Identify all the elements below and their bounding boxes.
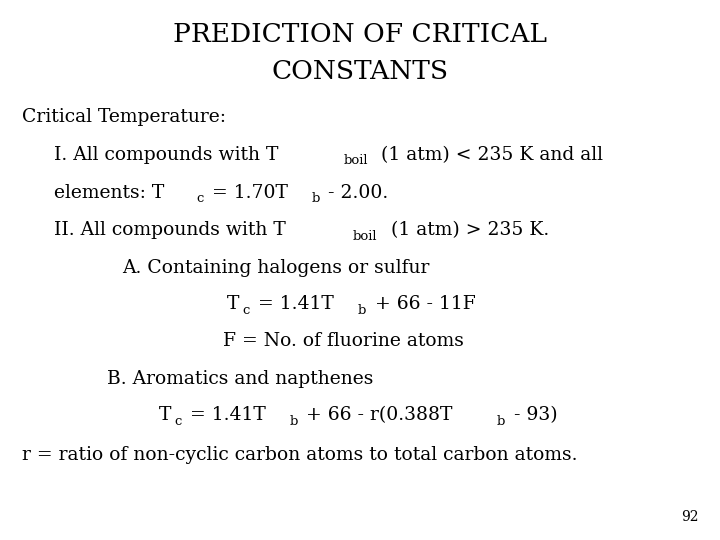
Text: F = No. of fluorine atoms: F = No. of fluorine atoms <box>223 332 464 350</box>
Text: c: c <box>174 415 181 428</box>
Text: T: T <box>158 406 171 424</box>
Text: b: b <box>289 415 298 428</box>
Text: (1 atm) < 235 K and all: (1 atm) < 235 K and all <box>375 146 603 164</box>
Text: - 2.00.: - 2.00. <box>323 184 389 201</box>
Text: CONSTANTS: CONSTANTS <box>271 59 449 84</box>
Text: = 1.41T: = 1.41T <box>184 406 266 424</box>
Text: I. All compounds with T: I. All compounds with T <box>54 146 279 164</box>
Text: boil: boil <box>343 154 368 167</box>
Text: boil: boil <box>353 230 377 243</box>
Text: r = ratio of non-cyclic carbon atoms to total carbon atoms.: r = ratio of non-cyclic carbon atoms to … <box>22 446 577 463</box>
Text: T: T <box>227 295 239 313</box>
Text: b: b <box>497 415 505 428</box>
Text: = 1.41T: = 1.41T <box>252 295 334 313</box>
Text: c: c <box>243 304 250 317</box>
Text: A. Containing halogens or sulfur: A. Containing halogens or sulfur <box>122 259 430 277</box>
Text: b: b <box>358 304 366 317</box>
Text: elements: T: elements: T <box>54 184 164 201</box>
Text: 92: 92 <box>681 510 698 524</box>
Text: - 93): - 93) <box>508 406 557 424</box>
Text: + 66 - r(0.388T: + 66 - r(0.388T <box>300 406 453 424</box>
Text: b: b <box>312 192 320 205</box>
Text: B. Aromatics and napthenes: B. Aromatics and napthenes <box>107 370 373 388</box>
Text: + 66 - 11F: + 66 - 11F <box>369 295 475 313</box>
Text: = 1.70T: = 1.70T <box>206 184 288 201</box>
Text: c: c <box>197 192 204 205</box>
Text: Critical Temperature:: Critical Temperature: <box>22 108 225 126</box>
Text: PREDICTION OF CRITICAL: PREDICTION OF CRITICAL <box>173 22 547 46</box>
Text: (1 atm) > 235 K.: (1 atm) > 235 K. <box>384 221 549 239</box>
Text: II. All compounds with T: II. All compounds with T <box>54 221 286 239</box>
